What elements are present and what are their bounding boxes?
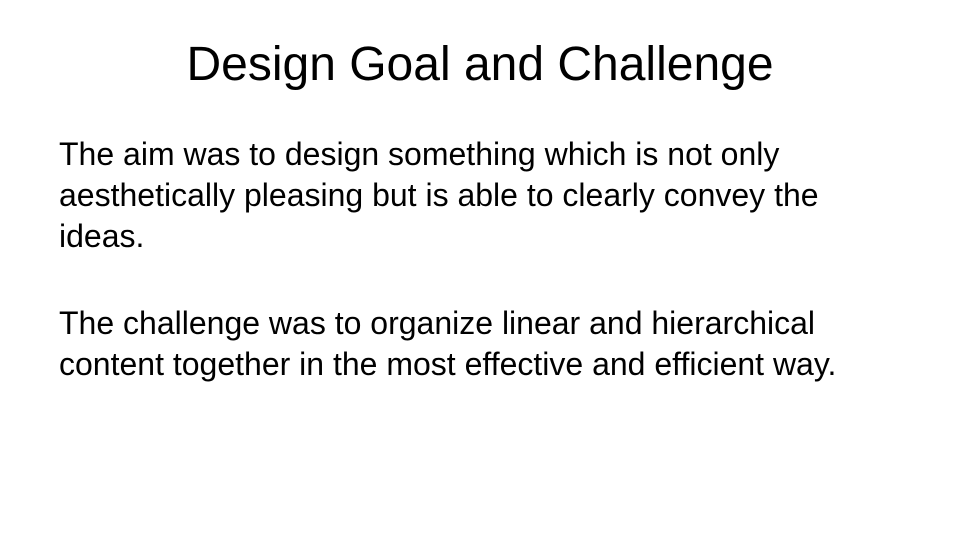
slide-title: Design Goal and Challenge xyxy=(186,38,774,91)
design-challenge-paragraph: The challenge was to organize linear and… xyxy=(59,305,837,382)
slide-body: The aim was to design something which is… xyxy=(59,134,909,385)
design-goal-paragraph: The aim was to design something which is… xyxy=(59,136,819,254)
